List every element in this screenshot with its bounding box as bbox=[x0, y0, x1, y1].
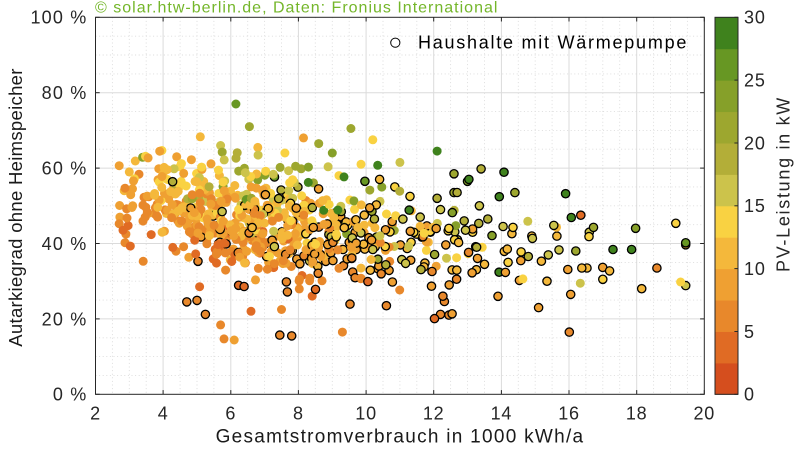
svg-text:60 %: 60 % bbox=[42, 159, 88, 179]
svg-text:25: 25 bbox=[744, 71, 766, 91]
svg-text:10: 10 bbox=[355, 404, 377, 424]
svg-text:30: 30 bbox=[744, 8, 766, 28]
svg-text:Haushalte mit Wärmepumpe: Haushalte mit Wärmepumpe bbox=[418, 32, 688, 52]
svg-text:100 %: 100 % bbox=[30, 8, 87, 28]
svg-text:0 %: 0 % bbox=[53, 385, 88, 405]
svg-text:PV-Leistung in kW: PV-Leistung in kW bbox=[774, 96, 794, 272]
svg-text:0: 0 bbox=[744, 385, 755, 405]
svg-text:15: 15 bbox=[744, 196, 766, 216]
svg-text:18: 18 bbox=[626, 404, 648, 424]
svg-text:5: 5 bbox=[744, 322, 755, 342]
svg-text:40 %: 40 % bbox=[42, 234, 88, 254]
svg-text:Autarkiegrad ohne Heimspeicher: Autarkiegrad ohne Heimspeicher bbox=[5, 68, 26, 346]
svg-text:80 %: 80 % bbox=[42, 83, 88, 103]
svg-text:10: 10 bbox=[744, 259, 766, 279]
svg-text:14: 14 bbox=[491, 404, 513, 424]
svg-text:2: 2 bbox=[90, 404, 101, 424]
svg-text:20: 20 bbox=[744, 133, 766, 153]
svg-text:Gesamtstromverbrauch in 1000 k: Gesamtstromverbrauch in 1000 kWh/a bbox=[216, 426, 585, 447]
svg-text:20: 20 bbox=[693, 404, 715, 424]
svg-text:6: 6 bbox=[225, 404, 236, 424]
svg-text:16: 16 bbox=[558, 404, 580, 424]
svg-text:20 %: 20 % bbox=[42, 309, 88, 329]
svg-text:4: 4 bbox=[158, 404, 169, 424]
svg-text:© solar.htw-berlin.de, Daten:: © solar.htw-berlin.de, Daten: Fronius In… bbox=[95, 0, 498, 17]
svg-text:8: 8 bbox=[293, 404, 304, 424]
svg-text:12: 12 bbox=[423, 404, 445, 424]
